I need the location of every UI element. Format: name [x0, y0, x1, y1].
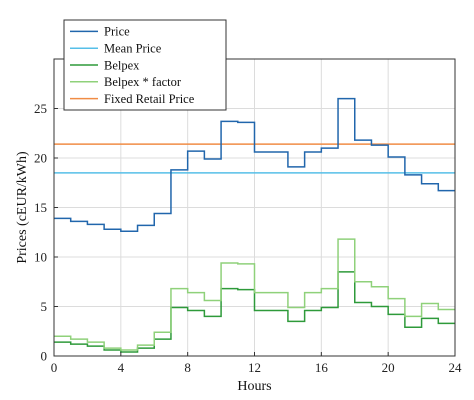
x-tick-label: 4 — [118, 360, 125, 375]
y-axis-label: Prices (cEUR/kWh) — [15, 151, 30, 264]
y-tick-label: 10 — [34, 250, 47, 265]
series-line-belpex-factor — [54, 238, 455, 351]
legend: Price Mean Price Belpex Belpex * factor Fixe… — [63, 19, 227, 111]
legend-label-fixed-retail-price: Fixed Retail Price — [104, 92, 195, 106]
y-tick-label: 20 — [34, 151, 47, 166]
y-tick-label: 5 — [41, 299, 48, 314]
series-line-price — [54, 97, 455, 233]
x-tick-label: 0 — [51, 360, 58, 375]
legend-label-price: Price — [104, 25, 130, 39]
legend-label-belpex-factor: Belpex * factor — [104, 75, 182, 89]
y-tick-label: 15 — [34, 200, 47, 215]
axis-ticks: 0 4 8 12 16 20 24 0 5 10 15 20 25 — [34, 101, 462, 375]
y-tick-label: 25 — [34, 101, 47, 116]
x-tick-label: 12 — [248, 360, 261, 375]
legend-label-belpex: Belpex — [104, 58, 140, 72]
x-tick-label: 24 — [449, 360, 463, 375]
series-group — [54, 97, 455, 353]
legend-label-mean-price: Mean Price — [104, 42, 162, 56]
y-tick-label: 0 — [41, 349, 48, 364]
x-tick-label: 8 — [184, 360, 191, 375]
x-tick-label: 16 — [315, 360, 329, 375]
x-axis-label: Hours — [237, 379, 271, 394]
x-tick-label: 20 — [382, 360, 395, 375]
